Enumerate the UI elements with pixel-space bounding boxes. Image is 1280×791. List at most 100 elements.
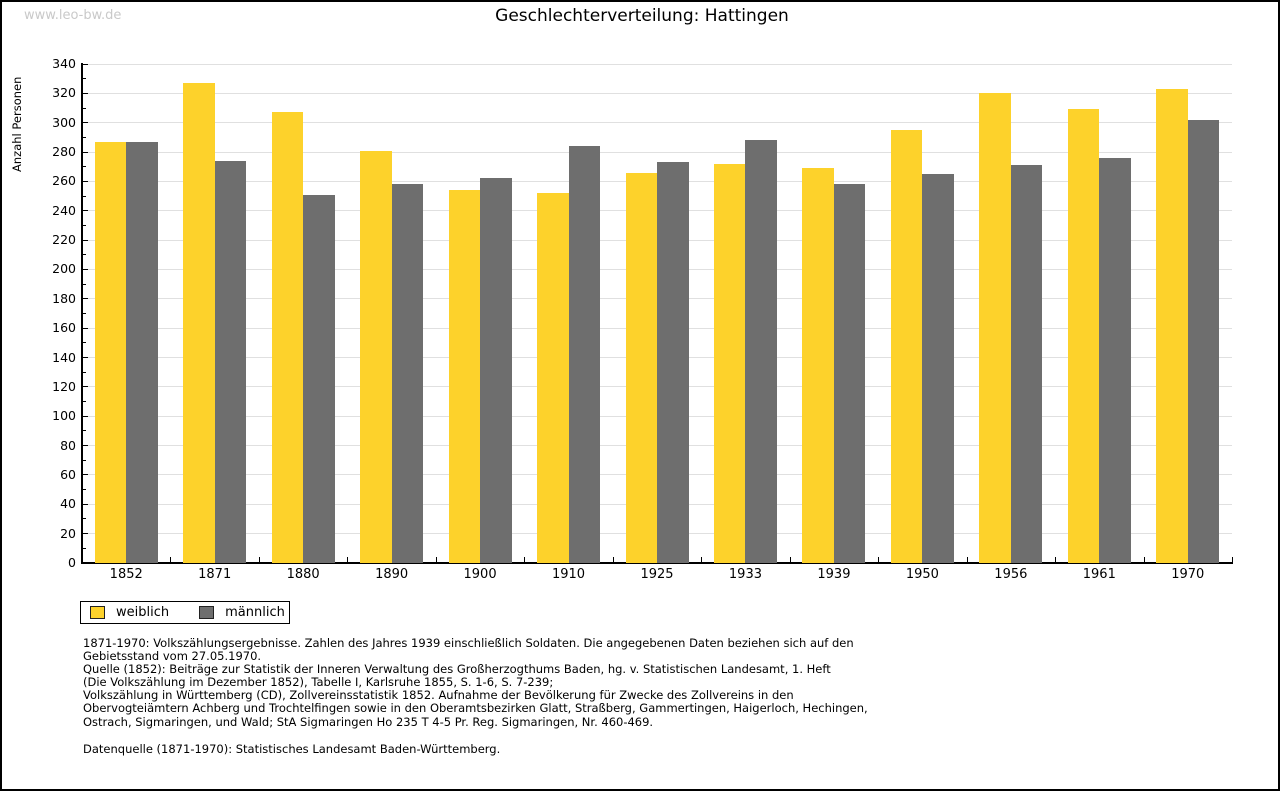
y-major-tick-120	[83, 386, 88, 388]
y-minor-tick-130	[83, 371, 86, 373]
y-tick-label-160: 160	[52, 320, 76, 336]
x-tick-1	[170, 557, 172, 562]
x-label-1961: 1961	[1082, 567, 1116, 582]
bar-weiblich-1970	[1156, 88, 1188, 563]
x-axis-line	[81, 562, 1233, 564]
y-tick-label-220: 220	[52, 232, 76, 248]
bar-weiblich-1961	[1067, 109, 1100, 563]
source-note-line-3: Quelle (1852): Beiträge zur Statistik de…	[83, 662, 831, 677]
y-major-tick-80	[83, 445, 88, 447]
y-tick-label-320: 320	[52, 85, 76, 101]
bar-weiblich-1950	[890, 130, 923, 563]
y-tick-label-60: 60	[60, 466, 76, 482]
bar-weiblich-1956	[979, 93, 1011, 563]
y-major-tick-160	[83, 327, 88, 329]
datasource-note: Datenquelle (1871-1970): Statistisches L…	[83, 742, 501, 756]
x-tick-12	[1143, 557, 1145, 562]
bar-männlich-1871	[214, 160, 247, 563]
bar-weiblich-1910	[537, 193, 569, 563]
y-tick-label-120: 120	[52, 378, 76, 394]
x-label-1910: 1910	[551, 567, 586, 582]
bar-männlich-1900	[480, 178, 512, 563]
source-note-line-6: Obervogteiämtern Achberg und Trochtelfin…	[83, 701, 868, 716]
y-minor-tick-70	[83, 459, 86, 461]
y-tick-label-240: 240	[52, 202, 76, 218]
x-tick-6	[612, 557, 614, 562]
y-minor-tick-90	[83, 430, 86, 432]
x-label-1950: 1950	[905, 567, 939, 582]
y-major-tick-20	[83, 533, 88, 535]
x-label-1900: 1900	[463, 567, 497, 582]
y-major-tick-240	[83, 210, 88, 212]
y-major-tick-340	[83, 63, 88, 65]
bar-männlich-1880	[303, 194, 335, 563]
y-tick-label-280: 280	[52, 144, 76, 160]
chart-title: Geschlechterverteilung: Hattingen	[495, 6, 789, 26]
x-tick-13	[1232, 557, 1233, 562]
y-minor-tick-110	[83, 401, 86, 403]
y-minor-tick-210	[83, 254, 86, 256]
bar-männlich-1939	[833, 184, 866, 563]
y-axis-title: Anzahl Personen	[10, 76, 24, 172]
bar-männlich-1910	[568, 146, 601, 563]
x-tick-2	[258, 557, 260, 562]
y-minor-tick-230	[83, 224, 86, 226]
gridline-300	[82, 122, 1232, 124]
y-major-tick-220	[83, 239, 88, 241]
y-tick-label-340: 340	[52, 56, 76, 71]
x-tick-5	[524, 557, 526, 562]
x-label-1871: 1871	[198, 567, 232, 582]
y-tick-label-200: 200	[52, 261, 76, 277]
bar-weiblich-1900	[448, 190, 481, 563]
x-label-1939: 1939	[817, 567, 851, 582]
bar-männlich-1890	[391, 184, 424, 563]
x-label-1970: 1970	[1171, 567, 1205, 582]
x-label-1925: 1925	[640, 567, 674, 582]
source-note-line-5: Volkszählung in Württemberg (CD), Zollve…	[83, 688, 794, 703]
x-label-1890: 1890	[375, 567, 409, 582]
x-label-1956: 1956	[994, 567, 1028, 582]
y-major-tick-40	[83, 503, 88, 505]
y-tick-label-180: 180	[52, 290, 76, 306]
y-tick-label-20: 20	[60, 525, 76, 541]
x-label-1880: 1880	[286, 567, 320, 582]
y-minor-tick-10	[83, 547, 86, 549]
x-tick-10	[966, 557, 968, 562]
bar-männlich-1852	[126, 141, 158, 563]
bar-weiblich-1880	[271, 112, 304, 563]
x-tick-11	[1055, 557, 1057, 562]
y-major-tick-140	[83, 357, 88, 359]
bar-männlich-1970	[1187, 119, 1220, 563]
bar-männlich-1961	[1099, 157, 1131, 563]
y-minor-tick-250	[83, 195, 86, 197]
y-major-tick-260	[83, 180, 88, 182]
bar-weiblich-1939	[802, 168, 834, 563]
y-major-tick-300	[83, 122, 88, 124]
legend-swatch-maennlich	[199, 606, 215, 619]
y-minor-tick-330	[83, 78, 86, 80]
y-major-tick-200	[83, 268, 88, 270]
bar-weiblich-1871	[183, 83, 215, 563]
x-tick-4	[435, 557, 437, 562]
x-tick-9	[878, 557, 880, 562]
y-minor-tick-310	[83, 107, 86, 109]
bar-weiblich-1933	[713, 163, 746, 563]
bar-männlich-1950	[922, 174, 954, 563]
x-tick-8	[789, 557, 791, 562]
bar-männlich-1933	[745, 140, 777, 563]
bar-männlich-1956	[1010, 165, 1043, 563]
y-minor-tick-30	[83, 518, 86, 520]
source-note-line-4: (Die Volkszählung im Dezember 1852), Tab…	[83, 675, 554, 690]
y-minor-tick-290	[83, 136, 86, 138]
legend-swatch-weiblich	[90, 606, 105, 619]
y-axis-line	[81, 63, 83, 564]
y-major-tick-280	[83, 151, 88, 153]
legend-label-weiblich: weiblich	[116, 605, 170, 620]
y-tick-label-100: 100	[52, 408, 76, 424]
gridline-320	[82, 92, 1232, 94]
y-minor-tick-150	[83, 342, 86, 344]
bar-weiblich-1925	[625, 172, 657, 563]
source-note-line-1: 1871-1970: Volkszählungsergebnisse. Zahl…	[83, 636, 854, 650]
gridline-280	[82, 151, 1232, 153]
